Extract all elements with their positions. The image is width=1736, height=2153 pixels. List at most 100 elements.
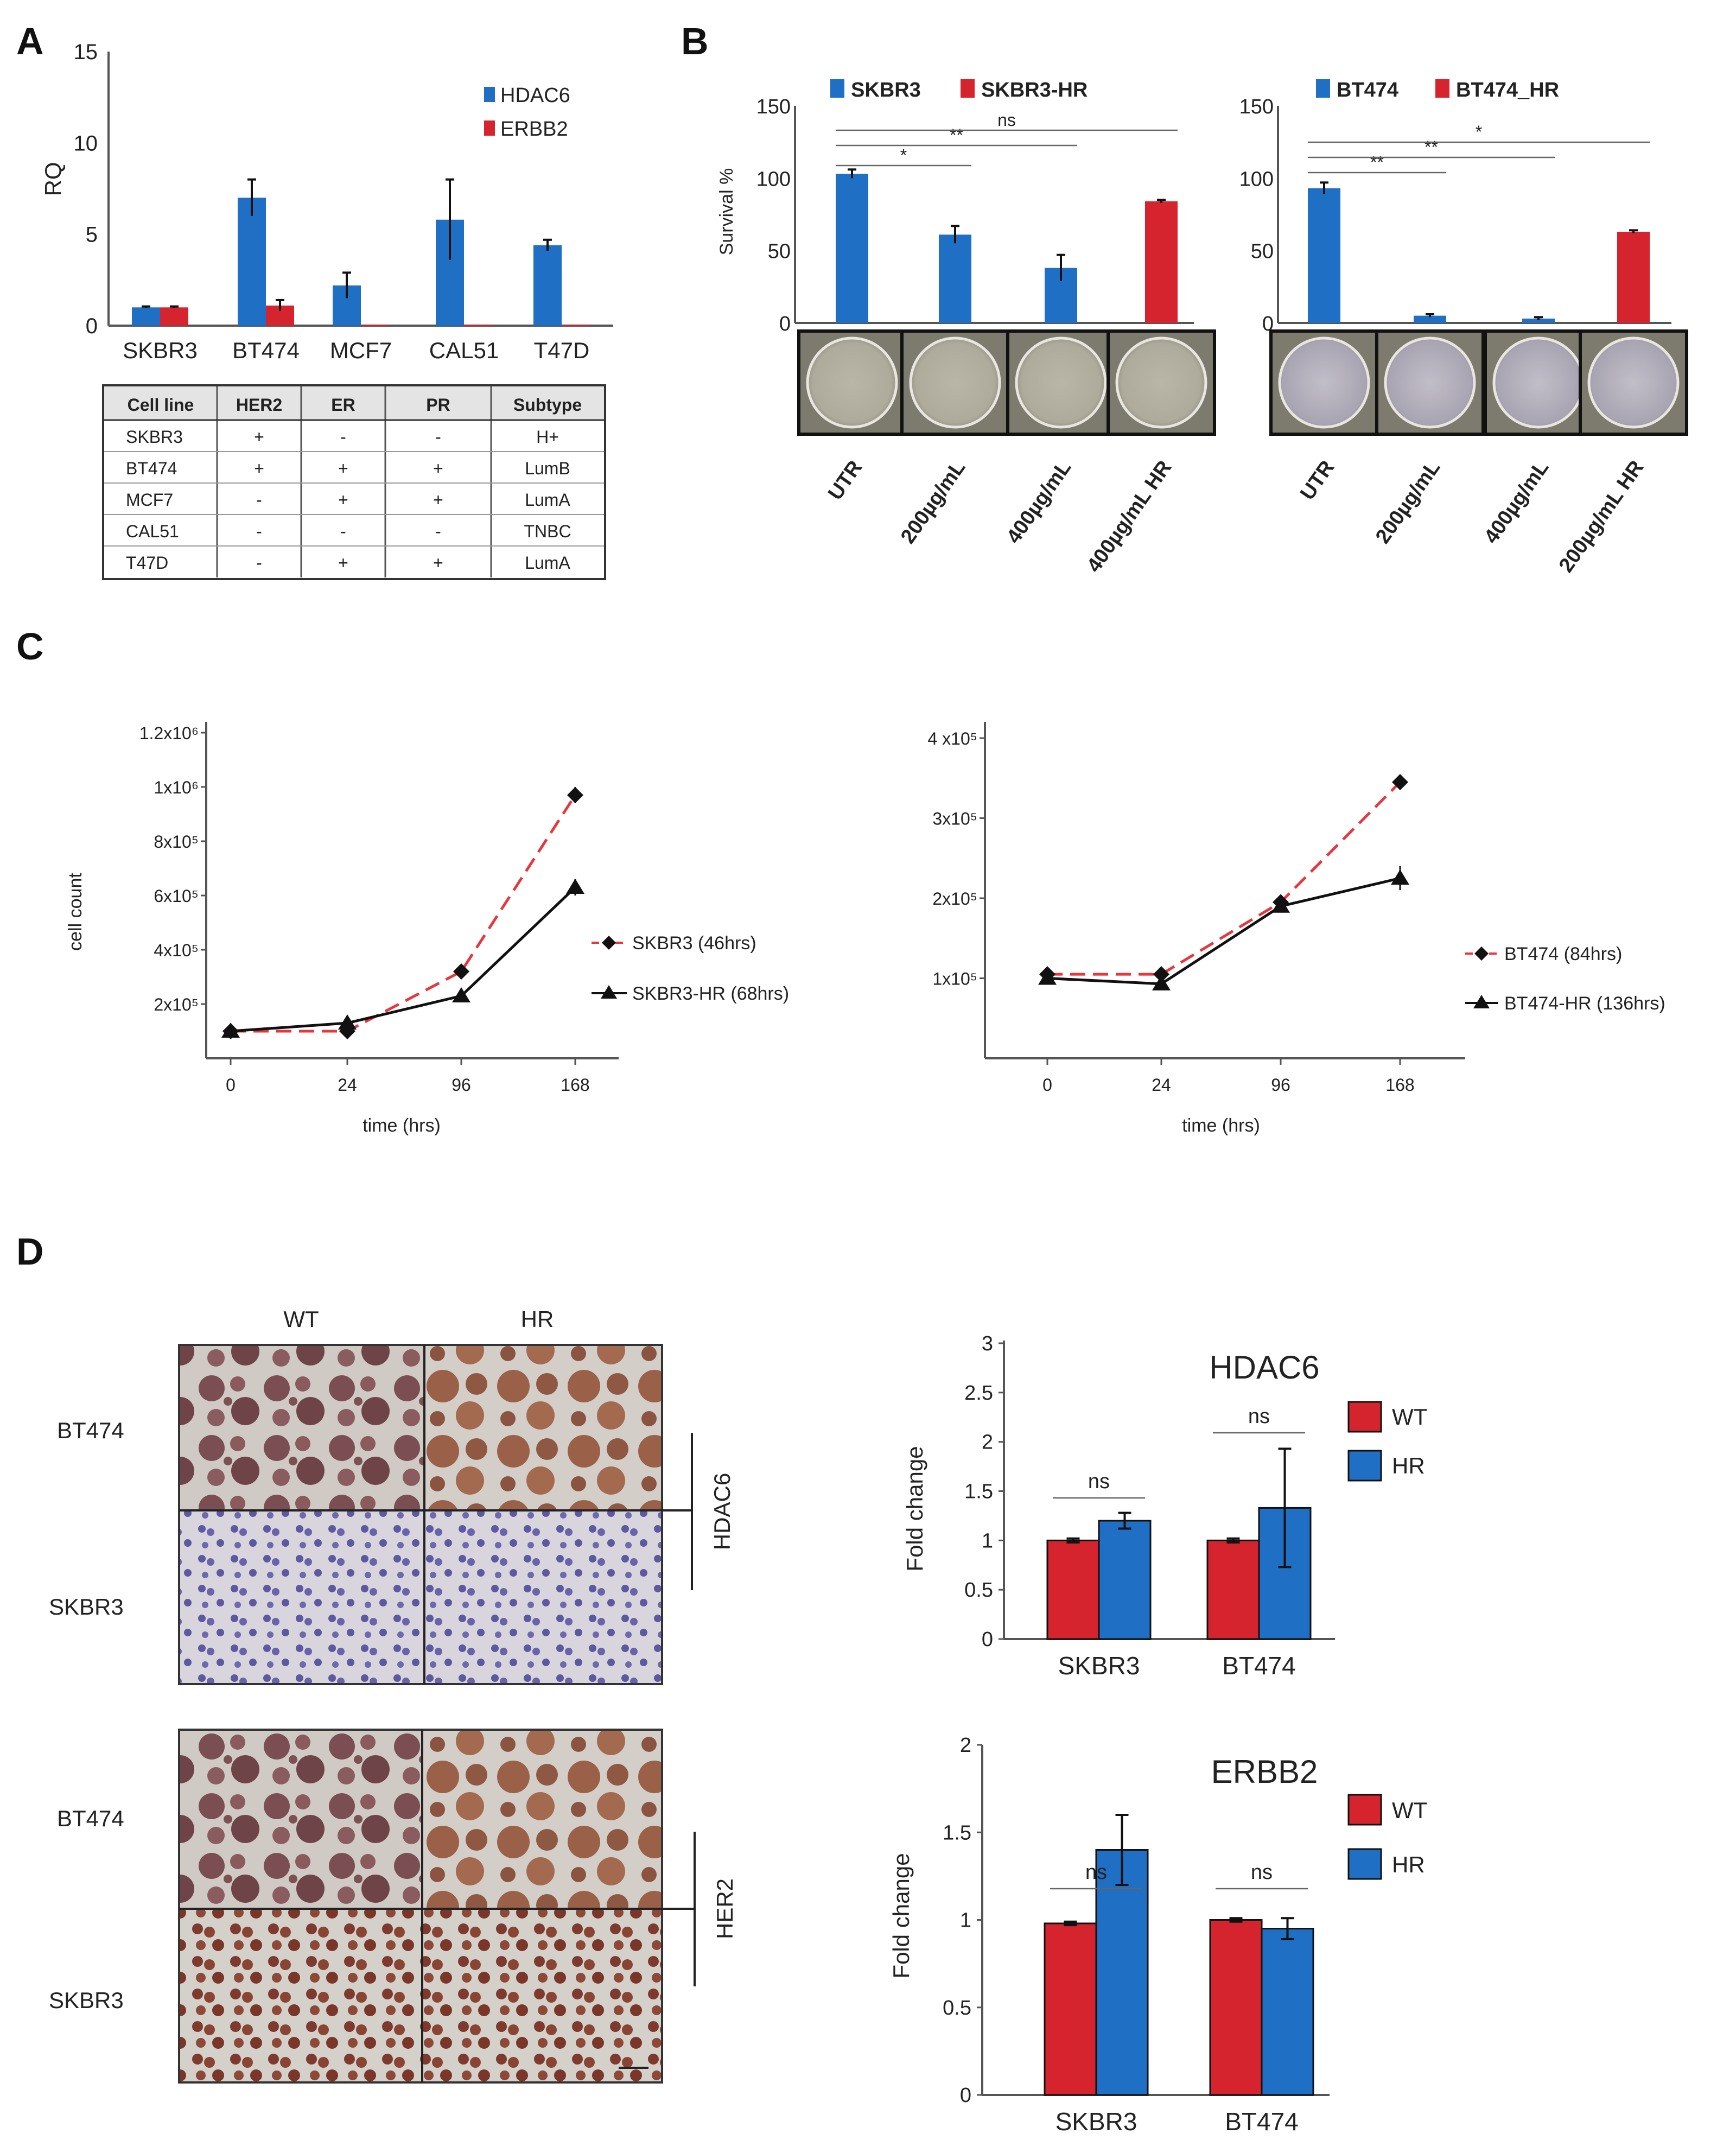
d1-ytick-1-5: 1.5 bbox=[964, 1481, 993, 1503]
a-legend-label-hdac6: HDAC6 bbox=[500, 84, 570, 107]
micro-her2-skbr3-hr bbox=[422, 1909, 662, 2082]
c1-ytick-5: 1.2x10⁶ bbox=[139, 723, 199, 743]
d2-bar-wt-skbr3 bbox=[1044, 1922, 1097, 2096]
b2-sig-label-1: ** bbox=[1425, 137, 1438, 157]
d1-ytick-0: 0 bbox=[982, 1628, 993, 1651]
b1-legend-swatch-skbr3-hr bbox=[961, 79, 975, 98]
a-ytick-15: 15 bbox=[74, 40, 98, 64]
d1-y-ticks: 0 0.5 1 1.5 2 2.5 3 bbox=[964, 1332, 1004, 1651]
table-cell-2-2: + bbox=[338, 490, 348, 510]
c1-ytick-4: 1x10⁶ bbox=[154, 778, 199, 797]
chart-d-erbb2: ERBB2 Fold change 0 0.5 1 1.5 2 ns ns SKBR3 BT… bbox=[888, 1734, 1427, 2136]
b1-significance: ***ns bbox=[836, 110, 1178, 167]
micro-hdac6-frame bbox=[178, 1344, 663, 1685]
a-bar-erbb2-mcf7 bbox=[361, 325, 389, 326]
table-cell-4-1: - bbox=[256, 553, 262, 573]
b2-well-200-g-ml-hr bbox=[1587, 336, 1680, 429]
d2-ytick-0-5: 0.5 bbox=[943, 1997, 971, 2019]
table-cell-3-3: - bbox=[435, 522, 441, 541]
a-bar-erbb2-cal51 bbox=[464, 325, 492, 326]
c1-line-skbr3-hr-68hrs bbox=[230, 886, 576, 1033]
d1-xcat-skbr3: SKBR3 bbox=[1058, 1652, 1140, 1680]
c2-legend: BT474 (84hrs) BT474-HR (136hrs) bbox=[1465, 944, 1665, 1014]
c1-y-ticks: 2x10⁵ 4x10⁵ 6x10⁵ 8x10⁵ 1x10⁶ 1.2x10⁶ bbox=[139, 723, 206, 1014]
a-y-label: RQ bbox=[40, 162, 66, 196]
d1-legend-label-hr: HR bbox=[1392, 1453, 1425, 1478]
b2-legend-swatch-bt474-hr bbox=[1435, 79, 1449, 98]
a-legend-label-erbb2: ERBB2 bbox=[500, 118, 568, 141]
a-bar-erbb2-skbr3 bbox=[160, 307, 188, 326]
table-cell-4-3: + bbox=[433, 553, 443, 573]
c2-marker-bt474-84hrs-3 bbox=[1392, 774, 1408, 791]
chart-c-bt474: 1x10⁵ 2x10⁵ 3x10⁵ 4 x10⁵ 0 24 96 168 time (hrs… bbox=[927, 722, 1665, 1136]
b2-significance: ***** bbox=[1308, 122, 1650, 174]
b1-well-400-g-ml bbox=[1015, 336, 1107, 429]
a-ytick-5: 5 bbox=[86, 223, 98, 247]
d2-legend-label-wt: WT bbox=[1392, 1798, 1427, 1823]
b1-bar-400-g-ml-hr bbox=[1145, 201, 1178, 323]
b1-ytick-50: 50 bbox=[768, 240, 791, 263]
b1-well-utr bbox=[806, 336, 898, 429]
b2-legend-swatch-bt474 bbox=[1316, 79, 1330, 98]
d1-legend-label-wt: WT bbox=[1392, 1404, 1427, 1430]
c1-legend-label-skbr3: SKBR3 (46hrs) bbox=[632, 933, 756, 954]
table-grid bbox=[104, 386, 604, 577]
micro-col-hr: HR bbox=[521, 1306, 554, 1332]
d1-legend-swatch-hr bbox=[1347, 1450, 1382, 1482]
micro-her2-frame bbox=[178, 1729, 663, 2084]
c1-ytick-3: 8x10⁵ bbox=[154, 832, 199, 852]
b2-bar-200-g-ml-hr bbox=[1617, 232, 1650, 323]
b1-well-images bbox=[797, 329, 1216, 436]
a-bar-hdac6-t47d bbox=[533, 245, 562, 326]
table-cell-4-0: T47D bbox=[126, 553, 168, 573]
panel-letter-a: A bbox=[16, 20, 44, 62]
c1-ytick-2: 6x10⁵ bbox=[154, 886, 199, 906]
c2-ytick-3: 4 x10⁵ bbox=[927, 729, 977, 748]
c2-marker-bt474-hr-136hrs-3 bbox=[1391, 869, 1409, 885]
table-header-cell-line: Cell line bbox=[128, 395, 194, 415]
d1-ytick-1: 1 bbox=[982, 1529, 993, 1552]
d1-xcat-bt474: BT474 bbox=[1222, 1652, 1296, 1680]
c2-legend-marker-bt474 bbox=[1474, 947, 1489, 961]
table-cell-0-0: SKBR3 bbox=[126, 427, 183, 447]
d1-ytick-3: 3 bbox=[982, 1332, 993, 1355]
b2-legend-label-bt474-hr: BT474_HR bbox=[1456, 79, 1559, 101]
b2-legend: BT474 BT474_HR bbox=[1316, 79, 1559, 101]
c1-marker-skbr3-hr-68hrs-2 bbox=[452, 987, 470, 1002]
table-cell-3-2: - bbox=[340, 522, 346, 541]
d2-xcat-bt474: BT474 bbox=[1225, 2107, 1299, 2136]
d1-bar-wt-bt474 bbox=[1206, 1539, 1260, 1640]
panel-letter-b: B bbox=[681, 20, 709, 62]
c1-marker-skbr3-hr-68hrs-3 bbox=[566, 879, 584, 894]
table-header-bg bbox=[104, 386, 604, 420]
d2-x-categories: SKBR3 BT474 bbox=[1055, 2107, 1299, 2136]
d1-bar-wt-skbr3 bbox=[1046, 1539, 1100, 1640]
b1-y-ticks: 0 50 100 150 bbox=[756, 96, 791, 335]
d1-y-label: Fold change bbox=[902, 1446, 927, 1571]
c2-ytick-1: 2x10⁵ bbox=[932, 889, 977, 909]
d1-sig-label-skbr3: ns bbox=[1088, 1470, 1110, 1493]
c1-xtick-96: 96 bbox=[452, 1075, 471, 1095]
micro-hdac6-skbr3-wt bbox=[179, 1510, 424, 1684]
b2-bars bbox=[1308, 181, 1650, 323]
b1-xcat-400-g-ml-hr: 400µg/mL HR bbox=[1083, 456, 1177, 576]
table-cell-3-1: - bbox=[256, 522, 262, 541]
micro-her2-row-skbr3: SKBR3 bbox=[49, 1987, 124, 2013]
b1-xcat-400-g-ml: 400µg/mL bbox=[1002, 456, 1076, 548]
c1-legend-label-skbr3-hr: SKBR3-HR (68hrs) bbox=[632, 983, 789, 1004]
c1-xtick-24: 24 bbox=[338, 1075, 357, 1095]
a-legend-swatch-erbb2 bbox=[484, 120, 495, 136]
d1-ytick-0-5: 0.5 bbox=[964, 1579, 993, 1602]
micro-col-wt: WT bbox=[283, 1306, 319, 1332]
c1-legend: SKBR3 (46hrs) SKBR3-HR (68hrs) bbox=[592, 933, 789, 1004]
c2-series bbox=[1038, 774, 1409, 990]
table-header-pr: PR bbox=[426, 395, 450, 415]
c1-ytick-0: 2x10⁵ bbox=[154, 995, 199, 1014]
c2-marker-bt474-hr-136hrs-0 bbox=[1038, 969, 1057, 985]
d1-ytick-2: 2 bbox=[982, 1431, 993, 1454]
c2-legend-marker-bt474-hr bbox=[1473, 995, 1490, 1008]
b1-bars bbox=[836, 168, 1178, 323]
